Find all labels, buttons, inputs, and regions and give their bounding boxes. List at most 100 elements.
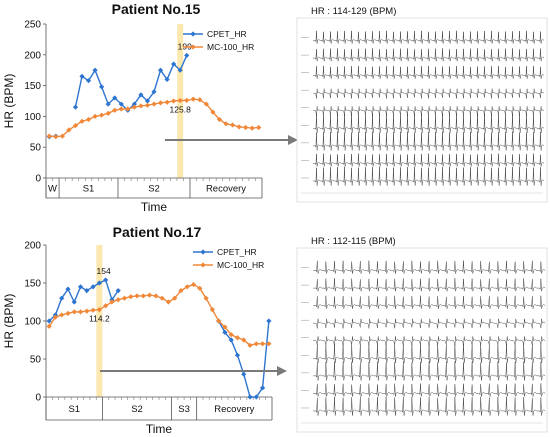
y-tick-label: 0: [35, 393, 41, 404]
y-tick-label: 200: [24, 241, 41, 252]
data-point: [190, 96, 196, 102]
data-point: [144, 98, 151, 104]
data-point: [72, 104, 79, 110]
data-point: [249, 125, 255, 131]
data-point: [103, 277, 109, 283]
phase-label: S3: [178, 404, 190, 415]
legend-label: CPET_HR: [217, 247, 257, 257]
chart-patient-15: Patient No.15 HR (BPM) Time 0 50 100 150 200…: [2, 1, 298, 214]
data-point: [164, 99, 170, 105]
phase-label: Recovery: [214, 404, 254, 415]
data-point: [197, 97, 203, 103]
legend-marker: [190, 44, 196, 50]
data-point: [138, 103, 144, 109]
y-tick-label: 50: [30, 143, 42, 154]
legend-label: CPET_HR: [207, 29, 247, 39]
data-point: [53, 134, 59, 140]
data-point: [99, 112, 105, 118]
ecg-trace: [313, 153, 545, 167]
chart-patient-17: Patient No.17 HR (BPM) Time 0 50 100 150 200…: [2, 224, 287, 436]
data-point: [234, 352, 241, 358]
data-point: [112, 95, 118, 101]
data-point: [140, 293, 146, 299]
data-point: [144, 102, 151, 108]
data-point: [85, 116, 92, 123]
data-point: [115, 297, 121, 303]
data-point: [253, 341, 259, 347]
data-point: [228, 332, 234, 338]
data-point: [77, 284, 84, 290]
data-point: [115, 288, 121, 294]
phase-label: S2: [131, 404, 143, 415]
highlight-band: [96, 245, 103, 397]
highlight-annotation: 125.8: [170, 105, 192, 115]
data-point: [128, 294, 134, 300]
data-point: [177, 67, 183, 73]
data-point: [84, 288, 90, 294]
data-point: [234, 335, 241, 341]
data-point: [112, 107, 118, 113]
ecg-hr-range: HR : 112-115 (BPM): [311, 236, 396, 247]
ecg-trace: [313, 114, 545, 133]
data-point: [259, 341, 266, 347]
ecg-trace: [313, 336, 546, 347]
data-point: [105, 110, 111, 116]
data-point: [210, 109, 216, 115]
y-tick-label: 100: [24, 112, 41, 123]
data-point: [177, 97, 183, 104]
ecg-trace: [313, 318, 546, 329]
data-point: [118, 106, 124, 112]
ecg-trace: [313, 278, 546, 292]
ecg-trace: [313, 30, 545, 44]
ecg-trace: [313, 131, 545, 151]
phase-label: Recovery: [206, 184, 246, 195]
legend-marker: [190, 31, 196, 37]
data-point: [66, 127, 72, 133]
ecg-strip-patient-15: HR : 114-129 (BPM): [296, 6, 548, 203]
data-point: [96, 280, 102, 286]
y-tick-label: 200: [24, 50, 41, 61]
data-point: [109, 299, 115, 305]
data-point: [134, 293, 140, 299]
data-point: [131, 101, 137, 107]
data-point: [72, 123, 79, 129]
data-point: [121, 295, 128, 301]
y-tick-label: 0: [35, 174, 41, 185]
legend-label: MC-100_HR: [217, 260, 264, 270]
data-point: [96, 307, 102, 313]
data-point: [84, 308, 90, 314]
ecg-trace: [313, 383, 546, 397]
data-point: [151, 89, 157, 95]
data-point: [184, 97, 190, 103]
data-point: [59, 133, 65, 139]
data-point: [157, 67, 164, 73]
highlight-annotation: 114.2: [89, 314, 110, 324]
data-point: [165, 299, 172, 305]
data-point: [118, 101, 124, 107]
data-point: [151, 101, 157, 107]
series-line-cpet-hr: [49, 55, 188, 138]
data-point: [59, 295, 65, 301]
data-point: [138, 92, 144, 98]
data-point: [236, 124, 242, 130]
data-point: [71, 299, 77, 305]
data-point: [153, 293, 159, 299]
data-point: [79, 118, 85, 124]
data-point: [216, 318, 222, 324]
phase-label: W: [48, 184, 57, 195]
data-point: [247, 342, 253, 348]
data-point: [46, 323, 52, 329]
ecg-trace: [313, 88, 545, 99]
data-point: [171, 61, 177, 67]
data-point: [46, 318, 52, 324]
data-point: [241, 337, 247, 343]
legend-label: MC-100_HR: [207, 42, 254, 52]
data-point: [79, 73, 85, 79]
x-axis-label: Time: [141, 200, 168, 214]
data-point: [223, 121, 229, 127]
y-axis-label: HR (BPM): [2, 74, 16, 129]
data-point: [92, 67, 98, 73]
data-point: [222, 324, 228, 330]
data-point: [253, 394, 259, 400]
data-point: [46, 133, 52, 139]
